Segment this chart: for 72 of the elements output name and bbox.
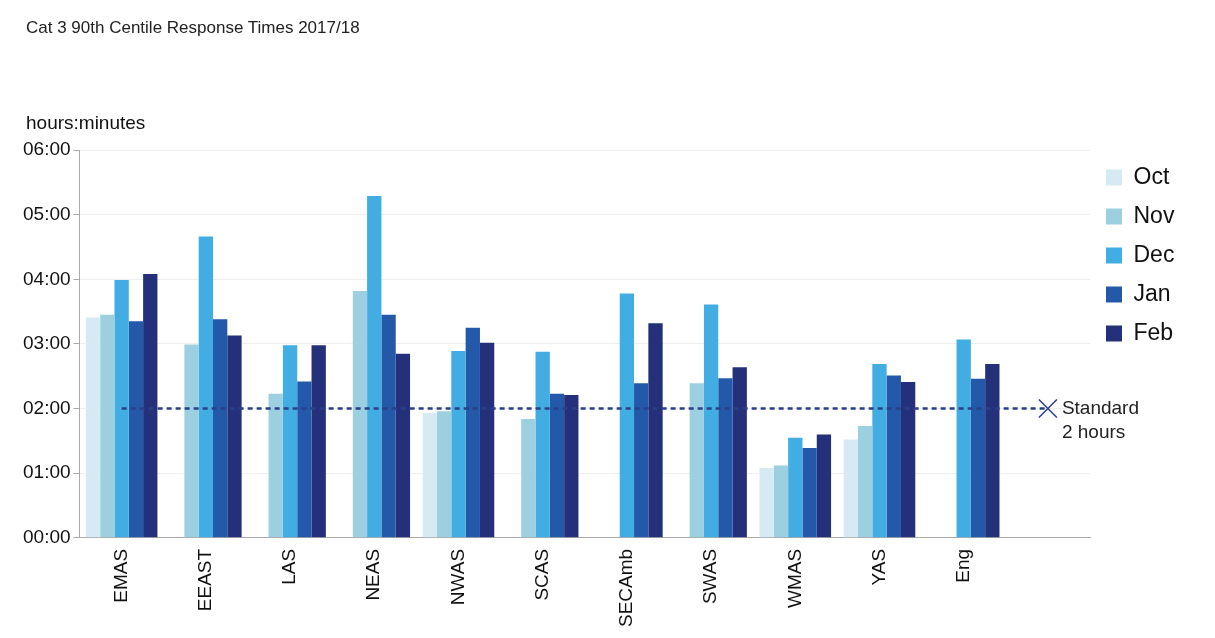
bar xyxy=(198,236,214,538)
bar xyxy=(535,351,550,538)
x-tick-label: WMAS xyxy=(783,548,805,608)
bar xyxy=(184,344,199,538)
y-tick-label: 00:00 xyxy=(23,526,71,548)
x-tick-label: LAS xyxy=(278,548,300,585)
bar xyxy=(816,434,832,538)
bar xyxy=(367,195,382,538)
bar xyxy=(619,293,635,538)
y-tick-label: 01:00 xyxy=(23,461,71,483)
bar xyxy=(549,393,565,538)
bar xyxy=(381,314,396,538)
bar xyxy=(213,319,228,538)
bar xyxy=(718,378,733,538)
y-tick-label: 04:00 xyxy=(23,267,71,289)
bar xyxy=(703,304,719,538)
x-tick-label: SECAmb xyxy=(615,548,637,628)
bar xyxy=(143,274,158,538)
y-tick-label: 06:00 xyxy=(23,138,71,160)
y-tick-label: 05:00 xyxy=(23,202,71,224)
bar xyxy=(268,393,283,538)
bar xyxy=(311,345,326,538)
x-tick-label: Eng xyxy=(951,548,973,583)
bar xyxy=(900,382,916,538)
bar xyxy=(872,363,887,538)
bar xyxy=(689,383,704,538)
x-tick-label: EMAS xyxy=(109,548,131,603)
ref-line-label: Standard 2 hours xyxy=(1061,396,1140,442)
x-tick-label: SCAS xyxy=(530,548,552,601)
legend-label: Feb xyxy=(1133,318,1174,345)
bar xyxy=(465,327,480,538)
bar xyxy=(395,353,411,538)
bar xyxy=(634,383,649,538)
bar xyxy=(773,465,789,538)
bar xyxy=(886,375,901,538)
bar xyxy=(114,279,129,538)
bar xyxy=(436,411,452,538)
bar xyxy=(85,317,101,538)
bar xyxy=(843,439,859,538)
x-tick-label: SWAS xyxy=(699,548,721,605)
bar xyxy=(352,290,368,538)
bar xyxy=(759,468,774,538)
x-tick-label: YAS xyxy=(867,548,889,586)
bar xyxy=(985,363,1000,538)
bar xyxy=(788,437,803,538)
legend-label: Jan xyxy=(1133,279,1171,306)
x-tick-label: EEAST xyxy=(194,548,216,612)
x-tick-label: NWAS xyxy=(446,548,468,606)
bar xyxy=(956,339,971,538)
bar xyxy=(858,426,873,538)
bar xyxy=(521,418,536,538)
bar xyxy=(297,381,312,538)
legend-label: Oct xyxy=(1133,162,1170,189)
chart-title: Cat 3 90th Centile Response Times 2017/18 xyxy=(26,18,360,38)
bar xyxy=(970,378,986,538)
bar xyxy=(732,367,747,538)
bar xyxy=(422,413,437,538)
x-tick-label: NEAS xyxy=(362,548,384,601)
bar xyxy=(128,321,144,538)
bar xyxy=(479,342,495,538)
y-tick-label: 02:00 xyxy=(23,396,71,418)
bar xyxy=(282,345,298,538)
bar xyxy=(802,448,817,538)
legend-label: Nov xyxy=(1133,201,1175,228)
bar xyxy=(100,314,115,538)
bar xyxy=(648,323,663,538)
y-axis-title: hours:minutes xyxy=(26,112,146,134)
y-tick-label: 03:00 xyxy=(23,332,71,354)
bar xyxy=(451,351,466,538)
legend-label: Dec xyxy=(1133,240,1175,267)
bar xyxy=(564,395,579,538)
bar xyxy=(227,335,242,538)
